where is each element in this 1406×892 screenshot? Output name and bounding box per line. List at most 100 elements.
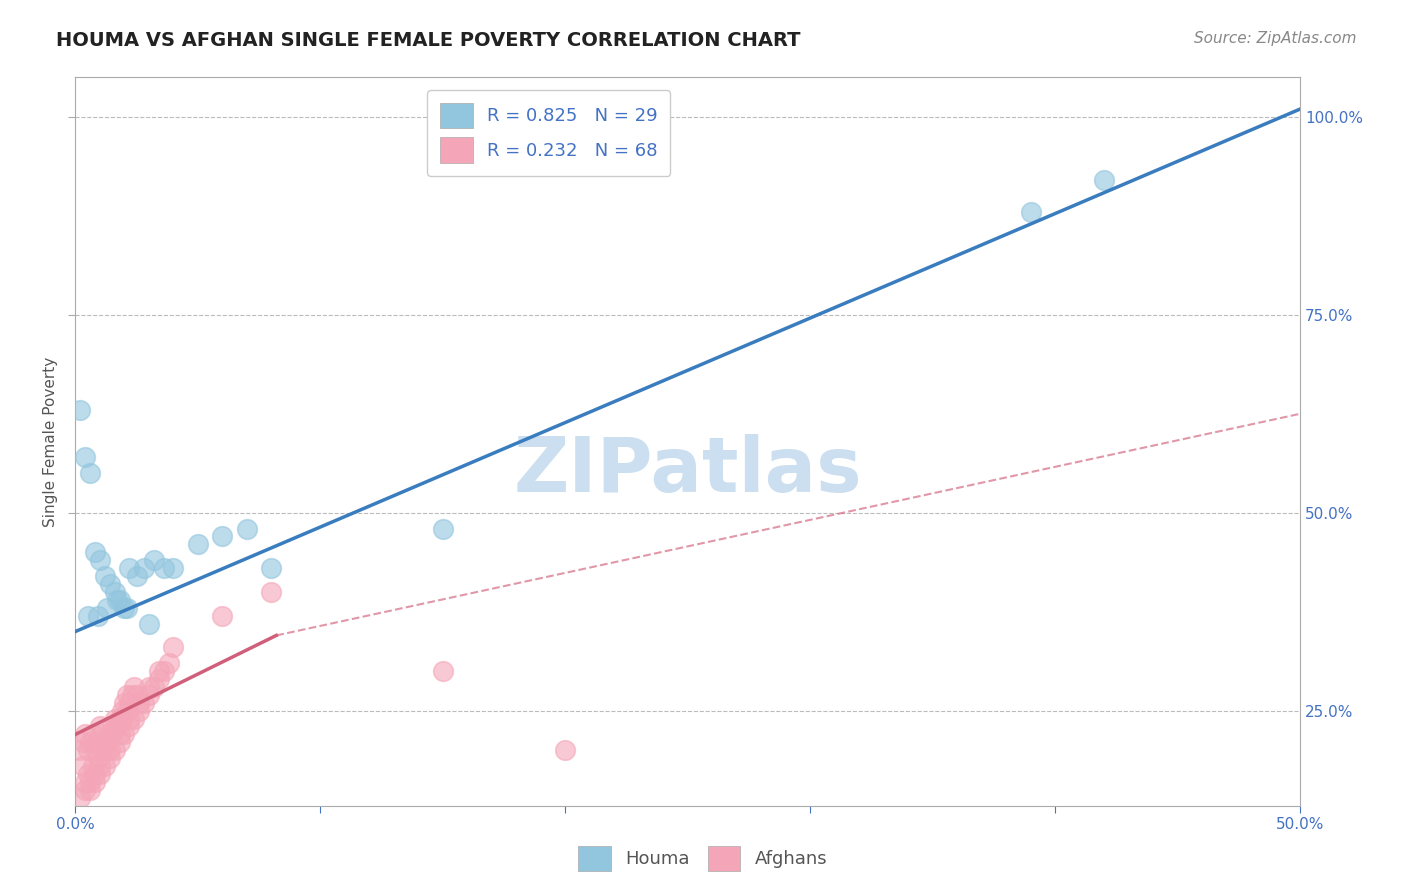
Point xyxy=(96,735,118,749)
Point xyxy=(82,759,104,773)
Point xyxy=(84,743,107,757)
Point xyxy=(94,759,117,773)
Point xyxy=(108,712,131,726)
Text: Source: ZipAtlas.com: Source: ZipAtlas.com xyxy=(1194,31,1357,46)
Point xyxy=(142,553,165,567)
Point xyxy=(94,569,117,583)
Point xyxy=(104,712,127,726)
Point xyxy=(211,529,233,543)
Point xyxy=(84,767,107,781)
Text: ZIPatlas: ZIPatlas xyxy=(513,434,862,508)
Point xyxy=(152,561,174,575)
Point xyxy=(98,577,121,591)
Point xyxy=(162,640,184,655)
Point xyxy=(118,712,141,726)
Point xyxy=(187,537,209,551)
Point xyxy=(122,680,145,694)
Point xyxy=(132,696,155,710)
Point xyxy=(79,782,101,797)
Point xyxy=(72,759,94,773)
Point xyxy=(162,561,184,575)
Point xyxy=(75,775,97,789)
Point xyxy=(96,743,118,757)
Point xyxy=(76,743,98,757)
Point xyxy=(236,522,259,536)
Point xyxy=(69,743,91,757)
Point xyxy=(114,696,136,710)
Point xyxy=(86,608,108,623)
Point xyxy=(101,727,124,741)
Point xyxy=(89,719,111,733)
Point xyxy=(105,719,128,733)
Point xyxy=(260,585,283,599)
Point xyxy=(82,727,104,741)
Point xyxy=(115,600,138,615)
Point xyxy=(152,664,174,678)
Point xyxy=(1092,173,1115,187)
Point xyxy=(75,450,97,465)
Point xyxy=(260,561,283,575)
Point xyxy=(72,735,94,749)
Point xyxy=(89,553,111,567)
Point xyxy=(432,664,454,678)
Point xyxy=(138,688,160,702)
Point xyxy=(132,561,155,575)
Legend: R = 0.825   N = 29, R = 0.232   N = 68: R = 0.825 N = 29, R = 0.232 N = 68 xyxy=(427,90,671,176)
Point xyxy=(75,782,97,797)
Point xyxy=(118,561,141,575)
Point xyxy=(122,712,145,726)
Point xyxy=(79,466,101,480)
Point xyxy=(96,600,118,615)
Point xyxy=(108,592,131,607)
Point xyxy=(554,743,576,757)
Text: HOUMA VS AFGHAN SINGLE FEMALE POVERTY CORRELATION CHART: HOUMA VS AFGHAN SINGLE FEMALE POVERTY CO… xyxy=(56,31,801,50)
Point xyxy=(108,735,131,749)
Point xyxy=(98,727,121,741)
Point xyxy=(142,680,165,694)
Point xyxy=(105,719,128,733)
Point xyxy=(76,767,98,781)
Point xyxy=(79,735,101,749)
Point xyxy=(108,727,131,741)
Point xyxy=(98,751,121,765)
Point xyxy=(125,569,148,583)
Point xyxy=(114,600,136,615)
Point xyxy=(79,775,101,789)
Point xyxy=(94,735,117,749)
Point xyxy=(69,402,91,417)
Point xyxy=(86,751,108,765)
Point xyxy=(1019,205,1042,219)
Point xyxy=(118,696,141,710)
Point xyxy=(111,704,134,718)
Point xyxy=(76,608,98,623)
Point xyxy=(115,704,138,718)
Point xyxy=(138,680,160,694)
Point xyxy=(98,743,121,757)
Point xyxy=(128,704,150,718)
Point xyxy=(118,719,141,733)
Point xyxy=(432,522,454,536)
Point xyxy=(115,688,138,702)
Point xyxy=(148,664,170,678)
Point xyxy=(75,727,97,741)
Point xyxy=(114,727,136,741)
Point xyxy=(121,688,143,702)
Point xyxy=(69,790,91,805)
Point xyxy=(91,727,114,741)
Point xyxy=(84,775,107,789)
Point xyxy=(111,712,134,726)
Point xyxy=(211,608,233,623)
Point xyxy=(105,592,128,607)
Legend: Houma, Afghans: Houma, Afghans xyxy=(571,838,835,879)
Point xyxy=(128,696,150,710)
Point xyxy=(104,743,127,757)
Point xyxy=(101,719,124,733)
Point xyxy=(125,688,148,702)
Point xyxy=(148,672,170,686)
Point xyxy=(157,656,180,670)
Point xyxy=(89,767,111,781)
Point xyxy=(89,759,111,773)
Y-axis label: Single Female Poverty: Single Female Poverty xyxy=(44,357,58,526)
Point xyxy=(91,743,114,757)
Point xyxy=(104,585,127,599)
